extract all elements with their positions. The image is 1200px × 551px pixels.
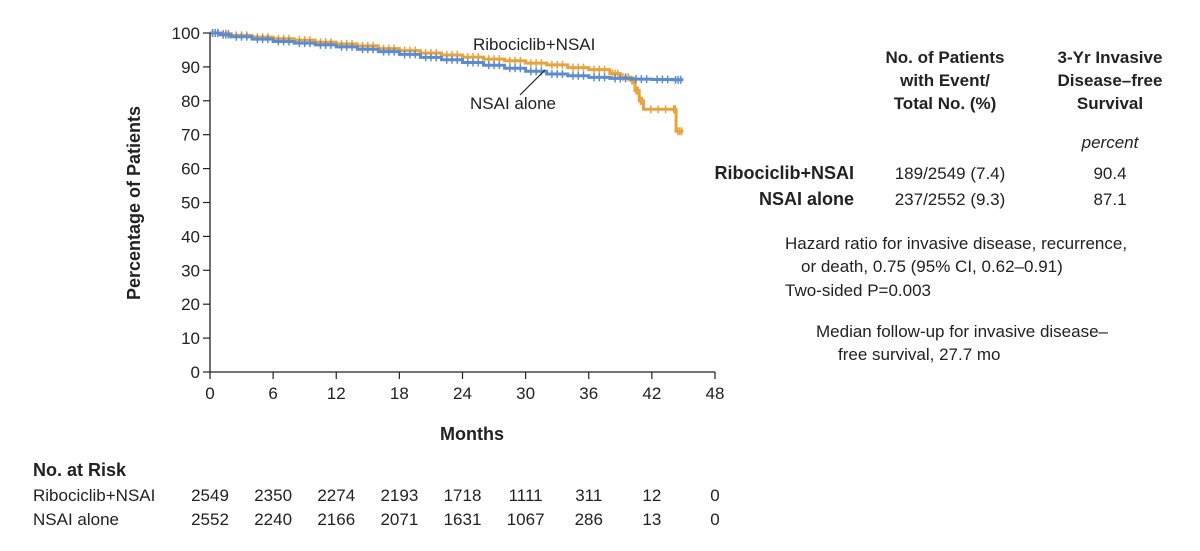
series-line-1 [210, 31, 684, 82]
risk-value: 2240 [254, 510, 293, 529]
survival-unit: percent [1081, 133, 1139, 152]
y-tick-label: 80 [181, 92, 200, 111]
risk-value: 1718 [443, 486, 482, 505]
risk-value: 12 [642, 486, 662, 505]
risk-value: 1631 [443, 510, 482, 529]
risk-value: 0 [710, 510, 720, 529]
risk-value: 2350 [254, 486, 293, 505]
y-tick-label: 70 [181, 126, 200, 145]
risk-value: 2071 [380, 510, 419, 529]
follow-up-line-1: Median follow-up for invasive disease– [816, 322, 1108, 341]
x-tick-label: 30 [516, 384, 535, 403]
row-survival-nsai: 87.1 [1093, 190, 1127, 209]
p-value-note: Two-sided P=0.003 [785, 281, 932, 300]
risk-label-ribociclib: Ribociclib+NSAI [33, 486, 156, 505]
survival-chart: 0 10 20 30 40 50 60 70 80 90 100 0 6 12 18 24 30 36 42 48 P… [124, 24, 725, 444]
x-tick-label: 24 [453, 384, 472, 403]
x-tick-label: 18 [390, 384, 409, 403]
x-tick-label: 42 [642, 384, 661, 403]
risk-value: 2274 [317, 486, 356, 505]
y-tick-label: 50 [181, 194, 200, 213]
annotation-ribociclib: Ribociclib+NSAI [473, 35, 595, 54]
risk-value: 2552 [191, 510, 229, 529]
x-tick-label: 0 [205, 384, 214, 403]
row-label-nsai: NSAI alone [758, 189, 854, 209]
y-axis-title: Percentage of Patients [124, 106, 144, 300]
annotation-nsai: NSAI alone [470, 94, 556, 113]
hazard-line-1: Hazard ratio for invasive disease, recur… [785, 234, 1128, 253]
row-label-ribociclib: Ribociclib+NSAI [714, 163, 854, 183]
y-tick-label: 100 [172, 24, 200, 43]
survival-header-line-2: Disease–free [1057, 71, 1163, 90]
x-tick-label: 48 [706, 384, 725, 403]
events-header: No. of Patients with Event/ Total No. (%… [845, 46, 1045, 115]
y-tick-label: 0 [191, 363, 200, 382]
risk-value: 311 [575, 486, 603, 505]
hazard-ratio-note: Hazard ratio for invasive disease, recur… [785, 232, 1185, 278]
hazard-line-2: or death, 0.75 (95% CI, 0.62–0.91) [801, 257, 1063, 276]
row-events-nsai: 237/2552 (9.3) [894, 190, 1006, 209]
events-header-line-3: Total No. (%) [893, 94, 997, 113]
risk-value: 13 [642, 510, 662, 529]
risk-value: 2549 [191, 486, 229, 505]
risk-label-nsai: NSAI alone [33, 510, 119, 529]
events-header-line-1: No. of Patients [885, 48, 1005, 67]
axes: 0 10 20 30 40 50 60 70 80 90 100 0 6 12 18 24 30 36 42 48 [172, 24, 725, 403]
series-line-0 [210, 31, 684, 133]
y-tick-label: 40 [181, 227, 200, 246]
x-tick-label: 36 [579, 384, 598, 403]
follow-up-line-2: free survival, 27.7 mo [838, 345, 1001, 364]
events-header-line-2: with Event/ [900, 71, 990, 90]
risk-value: 0 [710, 486, 720, 505]
y-tick-label: 30 [181, 261, 200, 280]
survival-header: 3-Yr Invasive Disease–free Survival [1040, 46, 1180, 115]
x-axis-title: Months [440, 424, 504, 444]
y-tick-label: 90 [181, 58, 200, 77]
annotation-leader-line [519, 69, 546, 96]
y-tick-label: 20 [181, 295, 200, 314]
risk-value: 2193 [380, 486, 419, 505]
survival-header-line-1: 3-Yr Invasive [1057, 48, 1163, 67]
risk-value: 286 [574, 510, 603, 529]
plot-lines [210, 29, 684, 136]
survival-header-line-3: Survival [1076, 94, 1144, 113]
risk-value: 1067 [506, 510, 545, 529]
follow-up-note: Median follow-up for invasive disease– f… [816, 320, 1196, 366]
row-events-ribociclib: 189/2549 (7.4) [894, 164, 1006, 183]
y-tick-label: 60 [181, 160, 200, 179]
row-survival-ribociclib: 90.4 [1093, 164, 1127, 183]
y-tick-label: 10 [181, 329, 200, 348]
risk-table-title: No. at Risk [33, 460, 127, 480]
risk-value: 1111 [508, 486, 543, 505]
x-tick-label: 12 [327, 384, 346, 403]
risk-value: 2166 [317, 510, 356, 529]
x-tick-label: 6 [268, 384, 277, 403]
